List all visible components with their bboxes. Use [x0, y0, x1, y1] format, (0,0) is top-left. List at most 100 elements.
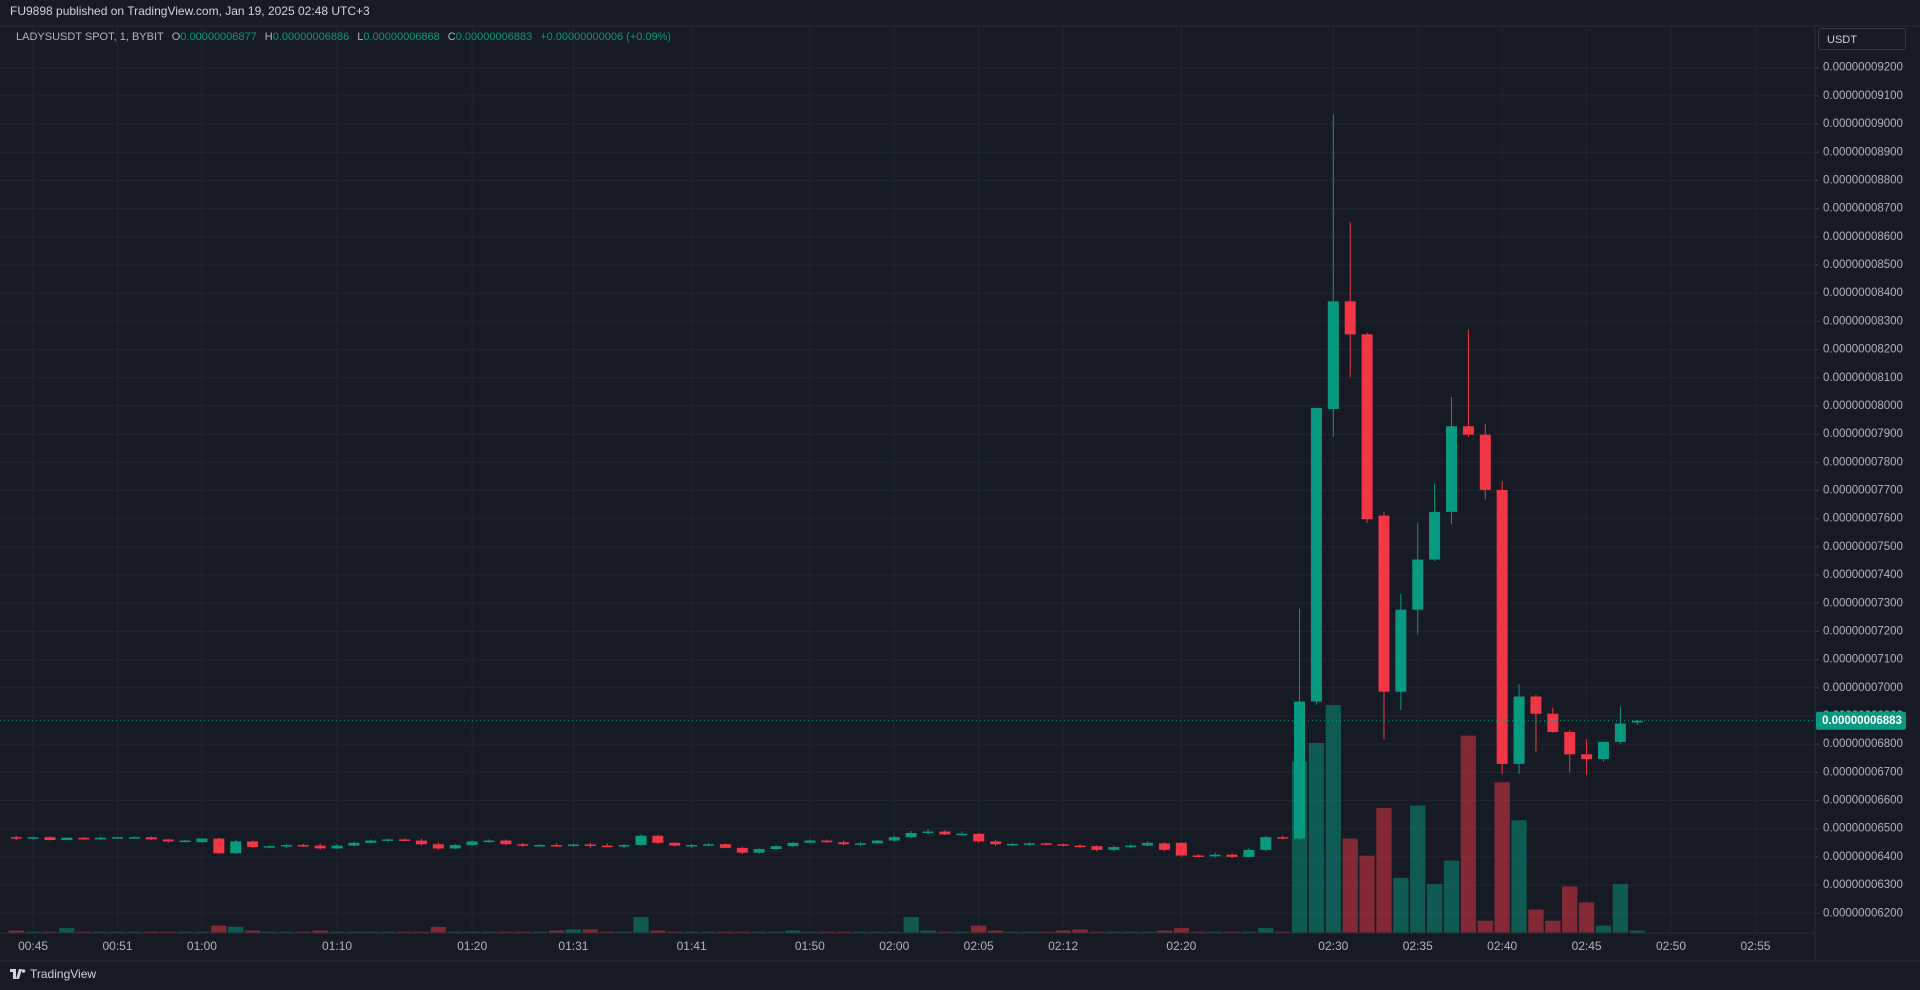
- volume-bar: [599, 931, 615, 933]
- candle-body: [1446, 426, 1458, 512]
- volume-bar: [1511, 820, 1527, 933]
- volume-bar: [76, 931, 92, 933]
- candle-body: [1260, 837, 1272, 850]
- volume-bar: [109, 931, 126, 933]
- candle-body: [1581, 754, 1593, 760]
- candle-body: [1108, 847, 1120, 850]
- symbol: LADYSUSDT SPOT, 1, BYBIT: [16, 31, 164, 43]
- candle-body: [1209, 854, 1221, 857]
- y-tick-label: 0.00000008600: [1823, 231, 1903, 243]
- volume-bar: [25, 931, 41, 933]
- volume-bar: [464, 931, 480, 933]
- candle-body: [838, 842, 850, 845]
- volume-bar: [1258, 928, 1274, 933]
- candle-body: [922, 831, 934, 834]
- volume-bar: [59, 928, 75, 933]
- candle-body: [990, 841, 1002, 845]
- volume-bar: [1038, 931, 1054, 933]
- change: +0.00000000006 (+0.09%): [540, 31, 672, 43]
- volume-bar: [920, 930, 936, 933]
- y-tick-label: 0.00000007800: [1823, 456, 1903, 468]
- candle-body: [1479, 434, 1491, 490]
- volume-bar: [126, 931, 143, 933]
- ohlc: O0.00000006877 H0.00000006886 L0.000000068…: [164, 31, 532, 43]
- volume-bar: [1629, 930, 1645, 933]
- x-tick-label: 02:00: [879, 939, 909, 953]
- volume-bar: [835, 931, 852, 933]
- candle-body: [1142, 842, 1154, 846]
- volume-bar: [1308, 743, 1325, 933]
- candle-body: [871, 840, 883, 844]
- y-tick-label: 0.00000008100: [1823, 372, 1903, 384]
- candle-body: [1310, 407, 1322, 702]
- published-note: FU9898 published on TradingView.com, Jan…: [10, 4, 370, 18]
- volume-bar: [295, 931, 311, 933]
- volume-bar: [1359, 855, 1375, 933]
- candle-body: [669, 842, 681, 846]
- candle-body: [1361, 334, 1373, 520]
- volume-bar: [802, 931, 818, 933]
- volume-bar: [1021, 931, 1038, 933]
- candle-body: [112, 837, 124, 839]
- volume-bar: [1224, 931, 1240, 933]
- candle-body: [247, 841, 259, 848]
- candle-body: [821, 840, 833, 843]
- candle-body: [331, 845, 343, 849]
- candle-body: [61, 837, 73, 840]
- volume-bar: [430, 926, 446, 933]
- x-tick-label: 01:31: [558, 939, 588, 953]
- candle-body: [213, 838, 225, 854]
- candle-body: [44, 837, 56, 840]
- x-tick-label: 02:45: [1572, 939, 1602, 953]
- candle-body: [500, 840, 512, 845]
- candle-body: [1158, 843, 1170, 850]
- currency-button[interactable]: USDT: [1818, 28, 1906, 50]
- candle-body: [1597, 741, 1609, 760]
- candle-body: [399, 839, 411, 841]
- candle-body: [1547, 713, 1559, 733]
- candle-body: [1496, 489, 1508, 764]
- candle-body: [753, 849, 765, 853]
- legend-key: L: [357, 31, 364, 43]
- y-tick-label: 0.00000008500: [1823, 259, 1903, 271]
- candle-body: [517, 844, 529, 846]
- y-tick-label: 0.00000007600: [1823, 513, 1903, 525]
- volume-bar: [582, 929, 598, 933]
- volume-bar: [1443, 860, 1460, 933]
- y-tick-label: 0.00000007500: [1823, 541, 1903, 553]
- legend-value: 0.00000006868: [363, 31, 440, 43]
- candle-body: [466, 841, 478, 846]
- x-tick-label: 02:35: [1403, 939, 1433, 953]
- volume-bar: [1612, 883, 1629, 933]
- x-tick-label: 01:20: [457, 939, 487, 953]
- y-tick-label: 0.00000007000: [1823, 682, 1903, 694]
- legend-value: 0.00000006877: [180, 31, 257, 43]
- volume-bar: [1190, 931, 1206, 933]
- y-tick-label: 0.00000007200: [1823, 625, 1903, 637]
- candle-body: [787, 842, 799, 847]
- candle-body: [1243, 849, 1255, 857]
- volume-bar: [1207, 931, 1223, 933]
- x-tick-label: 02:55: [1740, 939, 1770, 953]
- volume-bar: [1055, 930, 1071, 933]
- candle-body: [1006, 843, 1018, 846]
- volume-bar: [903, 917, 919, 933]
- candle-body: [534, 845, 546, 847]
- candle-body: [719, 844, 731, 848]
- volume-bar: [177, 931, 193, 933]
- volume-bar: [1494, 782, 1510, 933]
- volume-bar: [346, 931, 362, 933]
- x-tick-label: 02:40: [1487, 939, 1517, 953]
- volume-bar: [194, 931, 210, 933]
- candle-body: [652, 835, 664, 843]
- volume-bar: [1241, 931, 1257, 933]
- volume-bar: [312, 930, 328, 933]
- candle-body: [770, 846, 782, 850]
- candle-body: [736, 847, 748, 853]
- candle-body: [145, 837, 157, 840]
- candle-body: [196, 838, 208, 843]
- x-tick-label: 01:10: [322, 939, 352, 953]
- volume-bar: [1426, 883, 1443, 933]
